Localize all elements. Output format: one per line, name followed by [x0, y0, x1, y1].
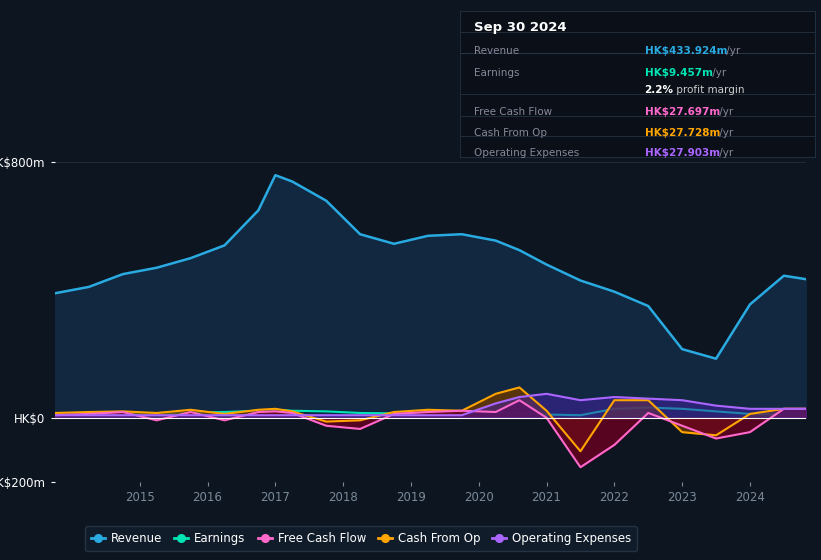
- Text: /yr: /yr: [709, 68, 726, 78]
- Text: Cash From Op: Cash From Op: [474, 128, 547, 138]
- Text: /yr: /yr: [716, 128, 733, 138]
- Text: HK$9.457m: HK$9.457m: [644, 68, 713, 78]
- Text: HK$27.728m: HK$27.728m: [644, 128, 720, 138]
- Text: Sep 30 2024: Sep 30 2024: [474, 21, 566, 34]
- Text: Free Cash Flow: Free Cash Flow: [474, 108, 552, 117]
- Text: profit margin: profit margin: [673, 86, 745, 95]
- Text: HK$433.924m: HK$433.924m: [644, 46, 727, 56]
- Text: /yr: /yr: [716, 148, 733, 158]
- Text: /yr: /yr: [722, 46, 740, 56]
- Text: 2.2%: 2.2%: [644, 86, 673, 95]
- Text: Operating Expenses: Operating Expenses: [474, 148, 580, 158]
- Legend: Revenue, Earnings, Free Cash Flow, Cash From Op, Operating Expenses: Revenue, Earnings, Free Cash Flow, Cash …: [85, 526, 637, 551]
- Text: /yr: /yr: [716, 108, 733, 117]
- Text: HK$27.903m: HK$27.903m: [644, 148, 720, 158]
- Text: Earnings: Earnings: [474, 68, 520, 78]
- Text: HK$27.697m: HK$27.697m: [644, 108, 720, 117]
- Text: Revenue: Revenue: [474, 46, 519, 56]
